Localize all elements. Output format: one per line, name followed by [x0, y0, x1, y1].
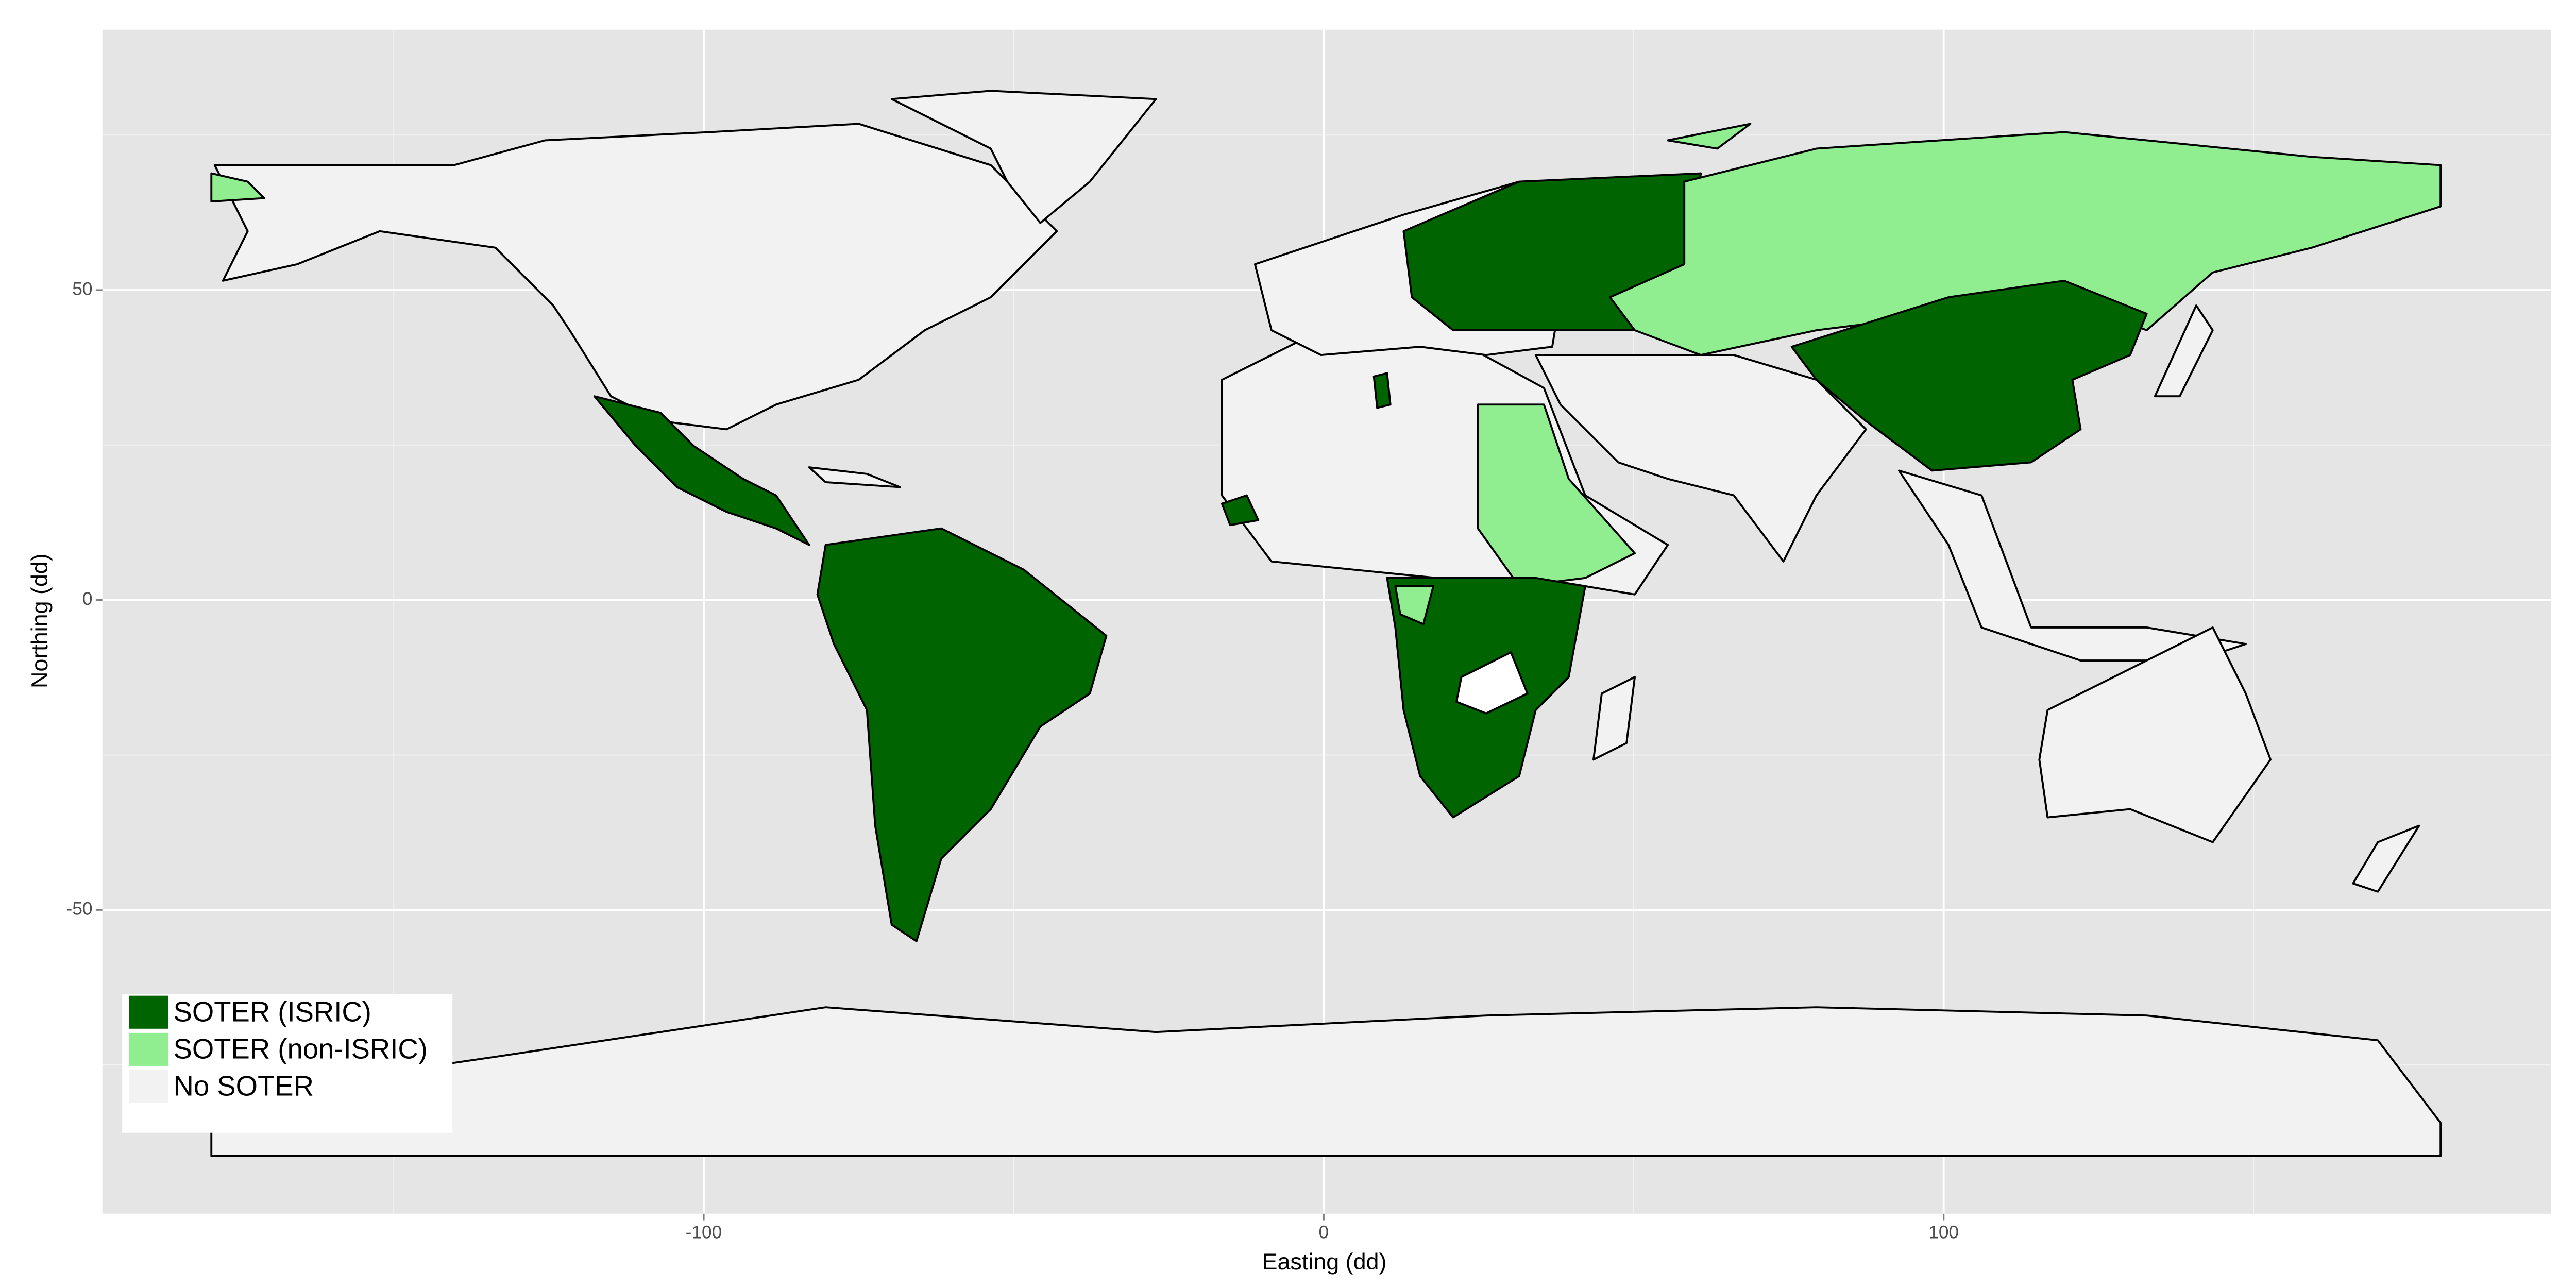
greenland [890, 90, 1157, 224]
madagascar [1592, 676, 1636, 761]
novaya-zemlya [1667, 123, 1752, 150]
legend-label: SOTER (ISRIC) [174, 996, 371, 1027]
zambia [1455, 651, 1529, 715]
central-america [593, 395, 810, 546]
senegal [1221, 494, 1260, 527]
legend-key [129, 1032, 168, 1066]
japan [2154, 304, 2214, 398]
new-zealand [2352, 824, 2420, 893]
legend: SOTER (ISRIC) SOTER (non-ISRIC) No SOTER [122, 994, 453, 1133]
y-axis-title: Northing (dd) [26, 553, 53, 688]
legend-key [129, 995, 168, 1029]
legend-key [129, 1070, 168, 1104]
x-tick-label: 0 [1318, 1223, 1329, 1243]
y-tick-label: 50 [72, 279, 92, 299]
x-tick-label: -100 [686, 1223, 722, 1243]
sudan-ethiopia [1477, 403, 1636, 587]
y-tick-label: -50 [66, 899, 93, 919]
legend-box [122, 994, 453, 1133]
caribbean [808, 466, 901, 488]
south-america [816, 527, 1108, 942]
x-axis-title: Easting (dd) [1262, 1248, 1387, 1275]
y-tick-label: 0 [82, 589, 93, 609]
legend-label: No SOTER [174, 1071, 314, 1102]
tunisia [1372, 372, 1392, 409]
china [1790, 279, 2148, 472]
russia [1609, 131, 2442, 357]
gabon [1394, 585, 1434, 625]
alaska-east-russia [210, 172, 265, 202]
north-america [213, 123, 1058, 431]
middle-east [1534, 354, 1867, 563]
australia [2038, 626, 2272, 843]
x-tick-label: 100 [1928, 1223, 1959, 1243]
legend-label: SOTER (non-ISRIC) [174, 1033, 428, 1064]
